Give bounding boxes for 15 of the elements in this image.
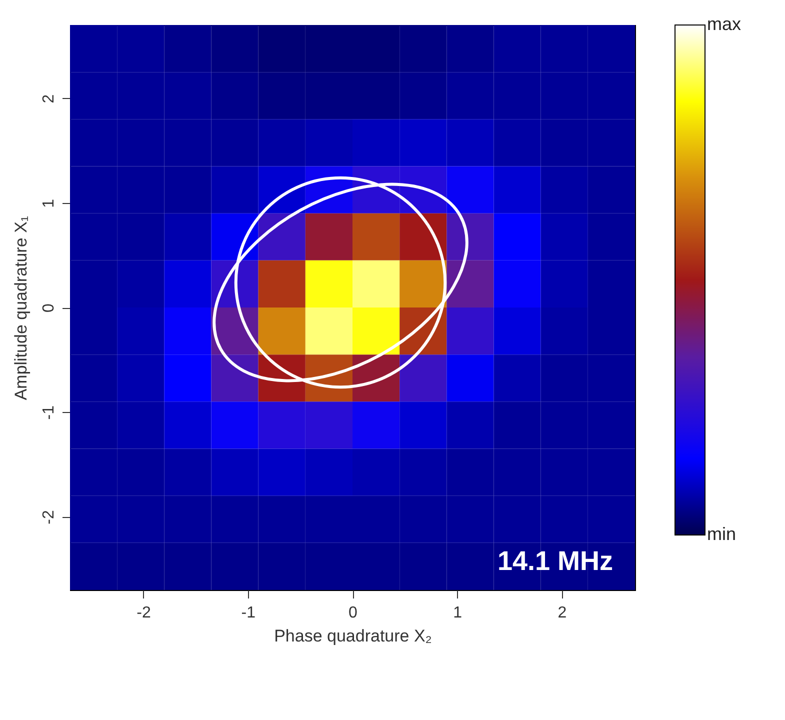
y-axis-title: Amplitude quadrature X₁ [12, 216, 30, 400]
color-bar-label: max [707, 14, 742, 34]
x-tick-label: 1 [453, 604, 462, 622]
y-tick-label: 1 [40, 198, 58, 208]
y-tick-label: -1 [40, 405, 58, 420]
x-tick-label: 2 [558, 604, 567, 622]
x-tick-label: -1 [241, 604, 256, 622]
x-axis-title: Phase quadrature X₂ [274, 626, 432, 646]
y-tick-label: 0 [40, 303, 58, 312]
annotation: 14.1 MHz [497, 546, 613, 576]
y-tick-label: 2 [40, 94, 58, 104]
x-tick-label: -2 [136, 604, 151, 622]
x-tick-label: 0 [348, 604, 358, 622]
y-tick-label: -2 [40, 510, 58, 524]
color-bar-label: min [707, 524, 736, 544]
